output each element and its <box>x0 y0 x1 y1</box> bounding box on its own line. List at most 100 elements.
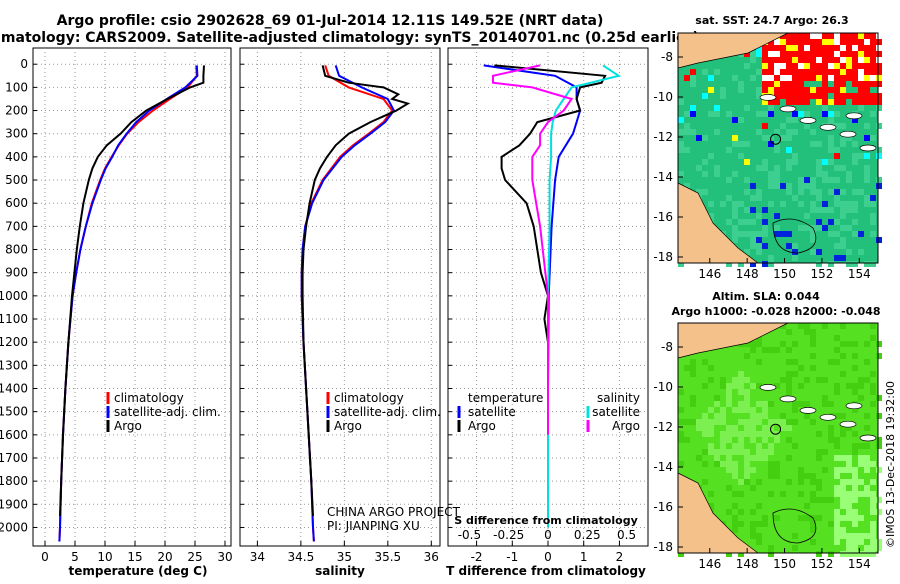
map-pixel <box>834 195 840 201</box>
map-pixel <box>744 207 750 213</box>
map-pixel <box>762 431 768 437</box>
map-pixel <box>852 189 858 195</box>
map-pixel <box>744 189 750 195</box>
map-pixel <box>810 75 816 81</box>
map-pixel <box>762 99 768 105</box>
map-pixel <box>726 401 732 407</box>
map-pixel <box>798 383 804 389</box>
map-pixel <box>786 39 792 45</box>
map-pixel <box>876 437 882 443</box>
map-pixel <box>852 117 858 123</box>
map-pixel <box>840 207 846 213</box>
map-pixel <box>852 551 858 557</box>
map-pixel <box>750 485 756 491</box>
map-pixel <box>816 93 822 99</box>
map-pixel <box>858 57 864 63</box>
map-pixel <box>870 69 876 75</box>
lon-tick-label: 154 <box>848 267 871 281</box>
map-pixel <box>840 467 846 473</box>
x-tick-label: -2 <box>471 550 483 564</box>
map-pixel <box>810 183 816 189</box>
map-pixel <box>876 177 882 183</box>
map-pixel <box>738 117 744 123</box>
map-pixel <box>762 75 768 81</box>
map-pixel <box>870 39 876 45</box>
map-pixel <box>708 419 714 425</box>
map-pixel <box>834 189 840 195</box>
map-pixel <box>852 75 858 81</box>
map-pixel <box>828 111 834 117</box>
map-pixel <box>702 69 708 75</box>
map-pixel <box>840 165 846 171</box>
legend-t-argo: Argo <box>468 419 496 433</box>
map-pixel <box>840 431 846 437</box>
map-pixel <box>864 341 870 347</box>
lon-tick-label: 148 <box>736 267 759 281</box>
map-pixel <box>816 497 822 503</box>
map-pixel <box>822 105 828 111</box>
map-pixel <box>840 51 846 57</box>
map-pixel <box>864 165 870 171</box>
map-pixel <box>768 75 774 81</box>
legend-climatology: climatology <box>114 391 184 405</box>
depth-tick-label: 1800 <box>0 474 28 488</box>
map-pixel <box>756 431 762 437</box>
map-pixel <box>780 201 786 207</box>
map-pixel <box>870 81 876 87</box>
map-pixel <box>852 81 858 87</box>
map-pixel <box>864 195 870 201</box>
map-pixel <box>762 231 768 237</box>
map-pixel <box>792 153 798 159</box>
map-pixel <box>852 201 858 207</box>
map-pixel <box>738 401 744 407</box>
salinity-panel-frame <box>239 47 441 547</box>
map-pixel <box>762 449 768 455</box>
map-pixel <box>774 39 780 45</box>
map-pixel <box>780 69 786 75</box>
map-pixel <box>864 533 870 539</box>
s-diff-tick-label: 0.5 <box>617 528 636 542</box>
map-pixel <box>822 87 828 93</box>
map-pixel <box>744 467 750 473</box>
map-pixel <box>696 135 702 141</box>
map-pixel <box>804 473 810 479</box>
map-pixel <box>744 473 750 479</box>
map-pixel <box>678 141 684 147</box>
map-pixel <box>870 45 876 51</box>
map-pixel <box>678 129 684 135</box>
map-pixel <box>720 383 726 389</box>
map-frame <box>677 32 879 264</box>
map-pixel <box>762 401 768 407</box>
map-pixel <box>792 533 798 539</box>
map-pixel <box>816 225 822 231</box>
map-pixel <box>774 515 780 521</box>
lon-tick-label: 146 <box>698 267 721 281</box>
map-pixel <box>810 33 816 39</box>
map-pixel <box>756 93 762 99</box>
map-pixel <box>858 75 864 81</box>
map-pixel <box>816 207 822 213</box>
map-pixel <box>750 237 756 243</box>
map-pixel <box>846 45 852 51</box>
map-pixel <box>756 479 762 485</box>
map-pixel <box>702 135 708 141</box>
map-pixel <box>810 353 816 359</box>
map-pixel <box>834 443 840 449</box>
map-pixel <box>810 527 816 533</box>
map-pixel <box>816 377 822 383</box>
depth-tick-label: 1100 <box>0 312 28 326</box>
map-pixel <box>720 407 726 413</box>
difference-legend: temperature satellite Argo salinity sate… <box>454 391 640 527</box>
map-pixel <box>768 183 774 189</box>
x-tick-label: 10 <box>97 550 112 564</box>
map-pixel <box>756 503 762 509</box>
legend-t-satellite: satellite <box>468 405 516 419</box>
depth-tick-label: 600 <box>5 196 28 210</box>
series-line-argo <box>59 65 205 516</box>
map-pixel <box>750 467 756 473</box>
map-pixel <box>804 503 810 509</box>
map-pixel <box>834 153 840 159</box>
map-pixel <box>858 533 864 539</box>
map-pixel <box>774 183 780 189</box>
map-pixel <box>756 243 762 249</box>
